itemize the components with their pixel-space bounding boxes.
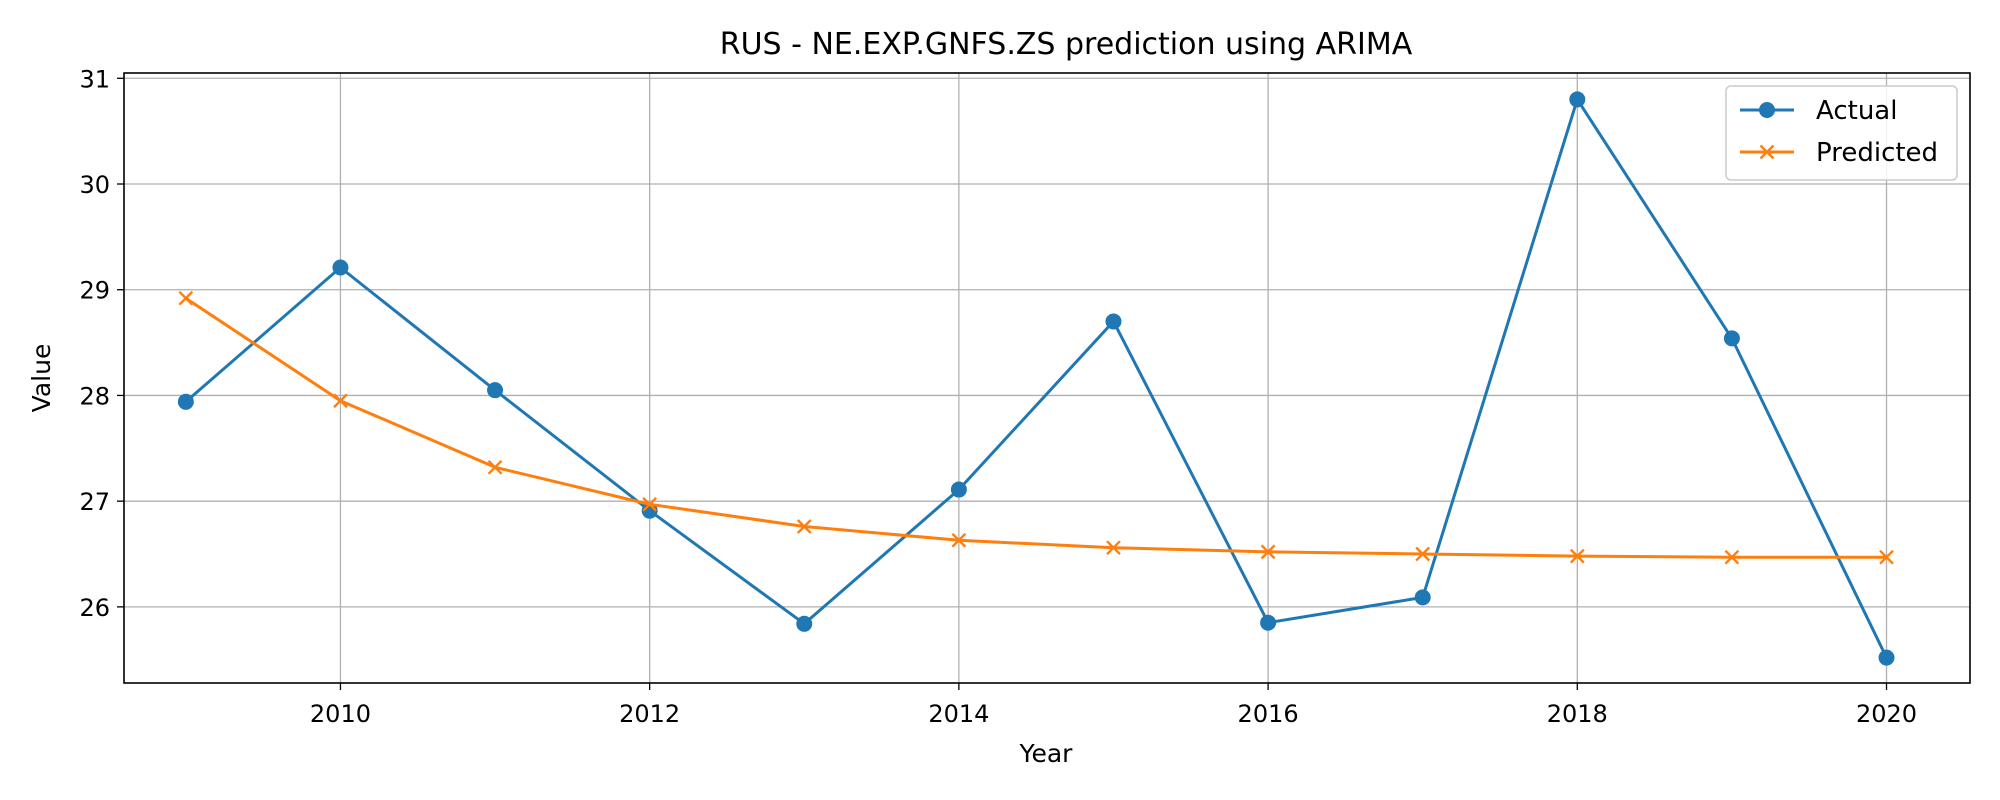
data-point bbox=[487, 382, 504, 399]
x-tick-label: 2012 bbox=[619, 700, 680, 728]
data-point bbox=[1260, 614, 1277, 631]
data-point bbox=[1569, 91, 1586, 108]
legend: Actual Predicted bbox=[1725, 85, 1958, 181]
x-axis-label: Year bbox=[1019, 739, 1074, 768]
data-point bbox=[1723, 330, 1740, 347]
y-tick-label: 26 bbox=[79, 594, 110, 622]
data-point bbox=[177, 393, 194, 410]
grid bbox=[124, 73, 1970, 683]
data-point bbox=[796, 615, 813, 632]
data-point bbox=[178, 290, 194, 306]
data-point bbox=[333, 393, 348, 409]
data-point bbox=[1106, 540, 1121, 556]
data-point bbox=[951, 532, 967, 548]
y-tick-label: 29 bbox=[79, 277, 110, 305]
y-tick-label: 27 bbox=[79, 488, 110, 516]
y-axis-label: Value bbox=[27, 344, 56, 413]
x-tick-label: 2016 bbox=[1238, 700, 1299, 728]
x-axis: 2010 2012 2014 2016 2018 2020 bbox=[310, 683, 1917, 728]
y-tick-label: 30 bbox=[79, 171, 110, 199]
x-tick-label: 2020 bbox=[1856, 700, 1917, 728]
legend-label: Predicted bbox=[1816, 138, 1938, 168]
data-point bbox=[1759, 144, 1775, 160]
series-line bbox=[184, 296, 1887, 559]
x-tick-label: 2018 bbox=[1547, 700, 1608, 728]
series-line bbox=[184, 97, 1888, 659]
y-tick-label: 28 bbox=[79, 382, 110, 410]
data-point bbox=[642, 496, 658, 512]
legend-label: Actual bbox=[1816, 96, 1897, 126]
data-point bbox=[950, 481, 967, 498]
chart-title: RUS - NE.EXP.GNFS.ZS prediction using AR… bbox=[720, 27, 1413, 62]
y-tick-label: 31 bbox=[79, 65, 110, 93]
x-tick-label: 2014 bbox=[928, 700, 989, 728]
series-actual bbox=[177, 91, 1895, 666]
legend-item-actual: Actual bbox=[1740, 96, 1897, 126]
data-point bbox=[1414, 589, 1431, 606]
data-point bbox=[1878, 649, 1895, 666]
data-point bbox=[796, 519, 812, 534]
plot-frame bbox=[123, 72, 1971, 684]
data-point bbox=[1724, 549, 1740, 565]
data-point bbox=[1759, 102, 1775, 118]
legend-item-predicted: Predicted bbox=[1740, 138, 1938, 168]
y-axis: 26 27 28 29 30 31 bbox=[79, 65, 124, 622]
data-point bbox=[1879, 549, 1894, 565]
data-point bbox=[1569, 548, 1585, 564]
data-point bbox=[1415, 546, 1431, 562]
series-layer bbox=[177, 91, 1895, 666]
data-point bbox=[1105, 313, 1122, 330]
data-point bbox=[1260, 544, 1276, 560]
data-point bbox=[332, 259, 349, 276]
x-tick-label: 2010 bbox=[310, 700, 371, 728]
data-point bbox=[487, 459, 503, 475]
series-predicted bbox=[178, 290, 1894, 565]
